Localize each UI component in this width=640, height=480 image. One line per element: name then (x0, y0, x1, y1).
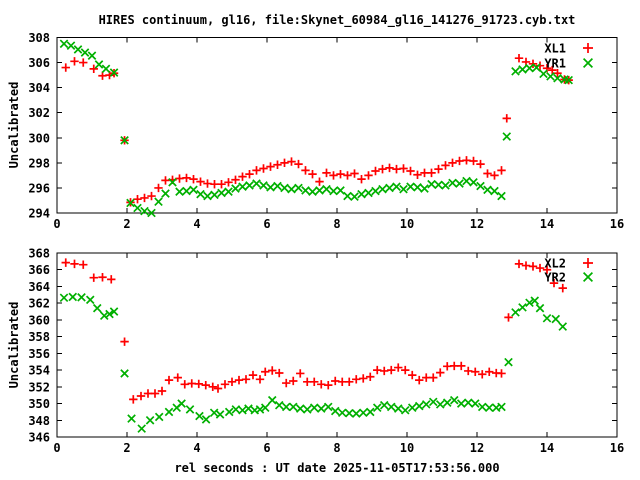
x-tick-label: 14 (540, 441, 554, 455)
x-tick-label: 10 (400, 217, 414, 231)
y-tick-label: 364 (28, 280, 50, 294)
axis-ticks (56, 252, 618, 438)
x-tick-label: 8 (333, 441, 340, 455)
x-tick-label: 0 (53, 217, 60, 231)
x-tick-label: 4 (193, 217, 200, 231)
y-tick-label: 360 (28, 313, 50, 327)
x-tick-label: 6 (263, 217, 270, 231)
panel-top: 0 2 4 6 8 10 12 14 16 294 296 298 300 302 304 306 308 (28, 31, 624, 231)
y-tick-label: 356 (28, 347, 50, 361)
y-tick-label: 296 (28, 181, 50, 195)
x-axis-label: rel seconds : UT date 2025-11-05T17:53:5… (174, 461, 499, 475)
x-tick-label: 0 (53, 441, 60, 455)
x-tick-label: 16 (610, 441, 624, 455)
x-tick-label: 2 (123, 217, 130, 231)
y-tick-label: 352 (28, 380, 50, 394)
y-tick-label: 346 (28, 431, 50, 445)
series-XL1-points (61, 43, 593, 207)
series-XL2-points (61, 258, 593, 404)
x-tick-label: 10 (400, 441, 414, 455)
y-tick-label: 302 (28, 106, 50, 120)
x-tick-label: 6 (263, 441, 270, 455)
series-YR2-points (59, 271, 594, 433)
x-tick-label: 12 (470, 217, 484, 231)
x-tick-label: 16 (610, 217, 624, 231)
y-tick-label: 350 (28, 397, 50, 411)
y-axis-label-top: Uncalibrated (7, 82, 21, 169)
x-tick-label: 8 (333, 217, 340, 231)
panel-bottom: 0 2 4 6 8 10 12 14 16 346 348 350 352 354 356 358 360 362… (28, 247, 624, 456)
y-tick-label: 304 (28, 81, 50, 95)
series-YR1-points (59, 39, 594, 218)
y-tick-label: 368 (28, 247, 50, 261)
legend-label-xl1: XL1 (544, 42, 566, 56)
x-tick-label: 14 (540, 217, 554, 231)
y-tick-label: 300 (28, 131, 50, 145)
y-tick-label: 362 (28, 297, 50, 311)
y-tick-label: 308 (28, 31, 50, 45)
y-tick-label: 366 (28, 263, 50, 277)
y-tick-label: 354 (28, 364, 50, 378)
tick-labels: 0 2 4 6 8 10 12 14 16 346 348 350 352 354 356 358 360 362… (28, 247, 624, 456)
legend-label-yr1: YR1 (544, 57, 566, 71)
axis-ticks (56, 37, 618, 214)
legend-label-yr2: YR2 (544, 271, 566, 285)
chart-title: HIRES continuum, gl16, file:Skynet_60984… (99, 13, 576, 28)
x-tick-label: 12 (470, 441, 484, 455)
y-tick-label: 294 (28, 207, 50, 221)
y-tick-label: 306 (28, 56, 50, 70)
y-tick-label: 298 (28, 156, 50, 170)
y-tick-label: 358 (28, 330, 50, 344)
x-tick-label: 2 (123, 441, 130, 455)
plot-render-layer: 0 2 4 6 8 10 12 14 16 294 296 298 300 302 304 306 308 0 2 4… (28, 31, 624, 455)
tick-labels: 0 2 4 6 8 10 12 14 16 294 296 298 300 302 304 306 308 (28, 31, 624, 231)
y-tick-label: 348 (28, 414, 50, 428)
legend-label-xl2: XL2 (544, 257, 566, 271)
y-axis-label-bottom: Uncalibrated (7, 302, 21, 389)
x-tick-label: 4 (193, 441, 200, 455)
